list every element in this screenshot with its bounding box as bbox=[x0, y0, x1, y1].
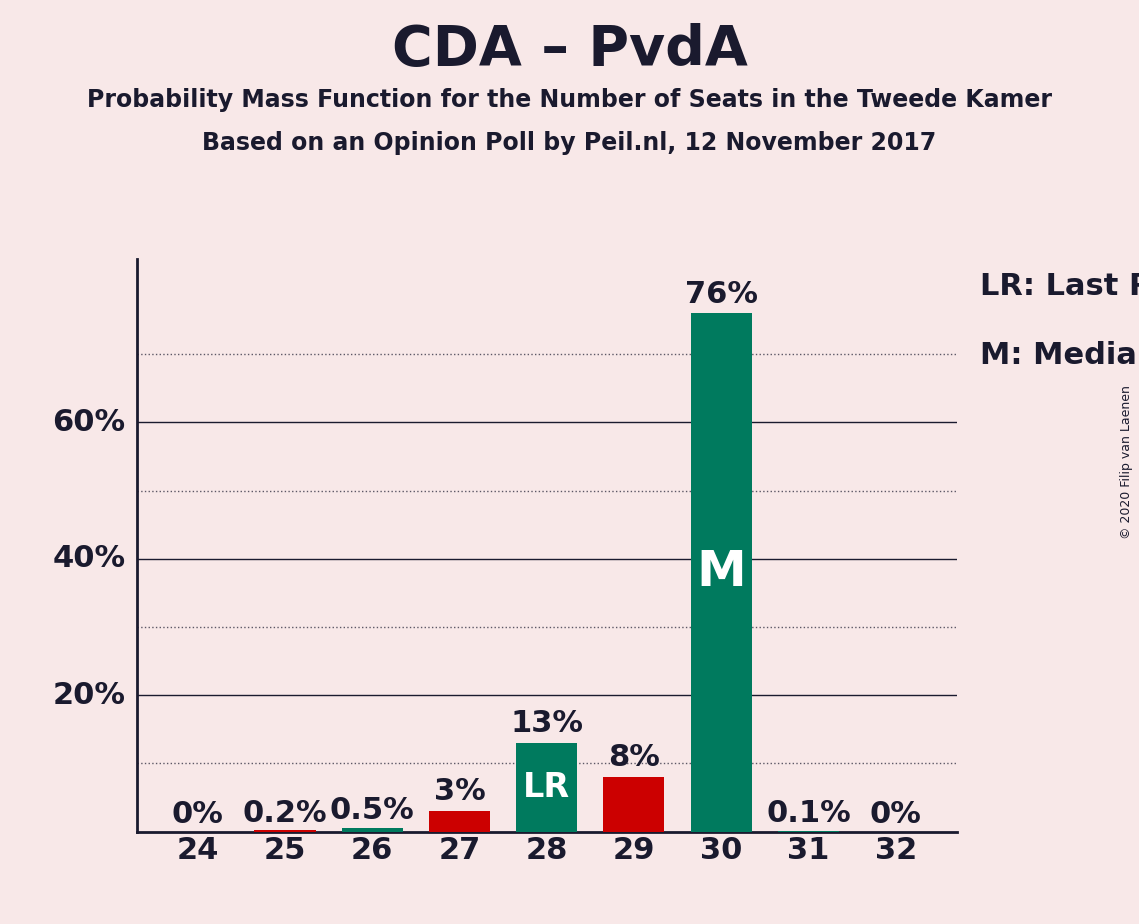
Text: Probability Mass Function for the Number of Seats in the Tweede Kamer: Probability Mass Function for the Number… bbox=[87, 88, 1052, 112]
Text: CDA – PvdA: CDA – PvdA bbox=[392, 23, 747, 77]
Text: 8%: 8% bbox=[608, 743, 659, 772]
Text: Based on an Opinion Poll by Peil.nl, 12 November 2017: Based on an Opinion Poll by Peil.nl, 12 … bbox=[203, 131, 936, 155]
Bar bbox=[690, 313, 752, 832]
Bar bbox=[516, 743, 577, 832]
Bar bbox=[254, 831, 316, 832]
Text: 13%: 13% bbox=[510, 709, 583, 738]
Bar bbox=[429, 811, 490, 832]
Text: 76%: 76% bbox=[685, 279, 757, 309]
Text: 3%: 3% bbox=[434, 777, 485, 807]
Text: 60%: 60% bbox=[52, 407, 125, 437]
Text: © 2020 Filip van Laenen: © 2020 Filip van Laenen bbox=[1121, 385, 1133, 539]
Text: LR: Last Result: LR: Last Result bbox=[980, 273, 1139, 301]
Text: 0.1%: 0.1% bbox=[767, 799, 851, 828]
Text: 0%: 0% bbox=[172, 800, 223, 829]
Text: 40%: 40% bbox=[52, 544, 125, 573]
Bar bbox=[604, 777, 664, 832]
Text: 0%: 0% bbox=[870, 800, 921, 829]
Text: 0.2%: 0.2% bbox=[243, 798, 327, 828]
Text: M: M bbox=[696, 549, 746, 596]
Text: 20%: 20% bbox=[52, 681, 125, 710]
Text: 0.5%: 0.5% bbox=[330, 796, 415, 825]
Text: M: Median: M: Median bbox=[980, 341, 1139, 370]
Text: LR: LR bbox=[523, 771, 571, 804]
Bar bbox=[342, 828, 403, 832]
